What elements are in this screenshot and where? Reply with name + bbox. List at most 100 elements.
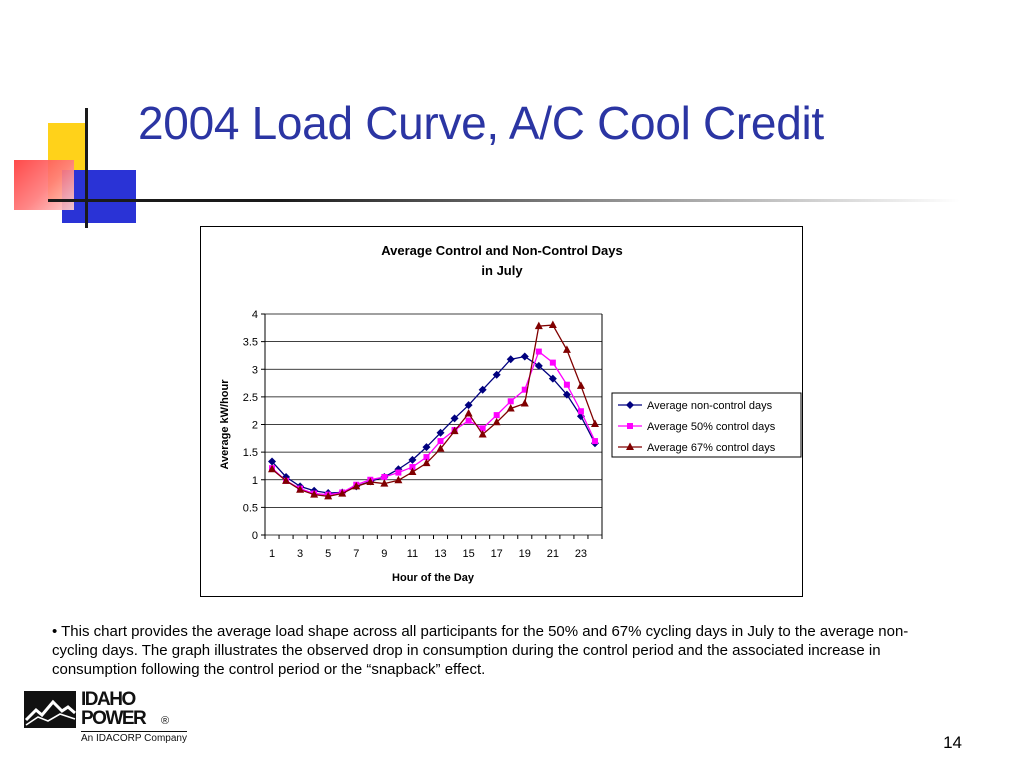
data-point [408, 455, 417, 464]
data-point [422, 458, 431, 467]
chart-title: Average Control and Non-Control Days [381, 243, 622, 258]
data-point [310, 490, 319, 498]
logo-tagline: An IDACORP Company [81, 733, 187, 744]
data-point [450, 426, 459, 435]
data-point [493, 412, 500, 419]
decorative-red-square [14, 160, 74, 210]
y-tick-label: 3 [252, 364, 258, 376]
mountain-logo-icon [24, 691, 76, 728]
x-tick-label: 1 [269, 548, 275, 560]
data-point [324, 491, 333, 500]
y-tick-label: 2 [252, 420, 258, 432]
legend-entry: Average 50% control days [647, 421, 776, 433]
data-point [506, 355, 515, 364]
data-point [268, 457, 277, 466]
slide-caption: • This chart provides the average load s… [52, 623, 909, 678]
legend-marker [626, 442, 634, 450]
legend-marker [626, 401, 634, 409]
data-point [478, 429, 487, 438]
data-point [548, 320, 557, 329]
data-point [465, 417, 472, 424]
legend-box [611, 392, 802, 458]
data-point [590, 419, 599, 427]
data-point [562, 345, 571, 353]
data-point [381, 473, 388, 480]
data-point [520, 399, 529, 407]
x-tick-label: 3 [297, 548, 303, 560]
data-point [464, 401, 473, 410]
legend-marker [627, 423, 633, 429]
legend-entry: Average 67% control days [647, 442, 776, 454]
x-tick-label: 9 [381, 548, 387, 560]
data-point [507, 398, 514, 405]
y-tick-label: 1.5 [243, 447, 258, 459]
decorative-vertical-line [85, 108, 88, 228]
page-number: 14 [943, 733, 962, 752]
legend-entry: Average non-control days [647, 400, 773, 412]
y-tick-label: 0 [252, 530, 258, 542]
data-point [450, 414, 459, 423]
data-point [591, 438, 598, 445]
decorative-blue-square [62, 170, 136, 223]
data-point [521, 386, 528, 393]
data-point [436, 428, 445, 437]
series-2 [269, 348, 598, 498]
x-tick-label: 17 [491, 548, 503, 560]
x-tick-label: 15 [462, 548, 474, 560]
data-point [478, 385, 487, 394]
data-point [394, 475, 403, 484]
data-point [548, 374, 557, 383]
data-point [534, 321, 543, 330]
data-point [549, 359, 556, 366]
line-chart: Average Control and Non-Control Days in J… [219, 243, 802, 584]
series-3 [268, 320, 599, 500]
data-point [437, 438, 444, 445]
x-tick-label: 23 [575, 548, 587, 560]
data-point [562, 390, 571, 399]
slide-title: 2004 Load Curve, A/C Cool Credit [138, 97, 824, 149]
data-point [282, 476, 291, 484]
data-point [506, 403, 515, 412]
data-point [492, 417, 501, 426]
data-point [380, 479, 389, 487]
y-tick-label: 3.5 [243, 337, 258, 349]
y-axis-label: Average kW/hour [219, 379, 231, 470]
x-tick-label: 7 [353, 548, 359, 560]
data-point [423, 454, 430, 461]
x-axis-label: Hour of the Day [392, 572, 475, 584]
data-point [492, 370, 501, 379]
data-point [338, 489, 347, 497]
x-tick-label: 11 [407, 548, 418, 560]
data-point [535, 348, 542, 355]
data-point [352, 481, 361, 490]
data-point [408, 467, 417, 476]
logo-rule [81, 731, 187, 732]
data-point [422, 443, 431, 452]
data-point [268, 464, 277, 473]
x-tick-label: 13 [434, 548, 446, 560]
y-tick-label: 2.5 [243, 392, 258, 404]
decorative-horizontal-rule [48, 199, 960, 202]
y-tick-label: 0.5 [243, 502, 258, 514]
data-point [534, 361, 543, 370]
logo-word-idaho: IDAHO [81, 689, 136, 710]
data-point [409, 464, 416, 471]
data-point [577, 408, 584, 415]
data-point [296, 485, 305, 493]
data-point [576, 381, 585, 389]
y-tick-label: 1 [252, 475, 258, 487]
data-point [366, 477, 375, 485]
registered-mark: ® [161, 715, 170, 727]
series-line [271, 324, 596, 497]
x-tick-label: 5 [325, 548, 331, 560]
logo-word-power: POWER [81, 708, 147, 729]
data-point [520, 352, 529, 361]
data-point [395, 469, 402, 476]
x-tick-label: 19 [519, 548, 531, 560]
y-tick-label: 4 [252, 309, 258, 321]
data-point [464, 408, 473, 417]
data-point [436, 444, 445, 452]
chart-subtitle: in July [481, 263, 523, 278]
chart-container: Average Control and Non-Control Days in J… [200, 226, 803, 597]
data-point [479, 425, 486, 432]
